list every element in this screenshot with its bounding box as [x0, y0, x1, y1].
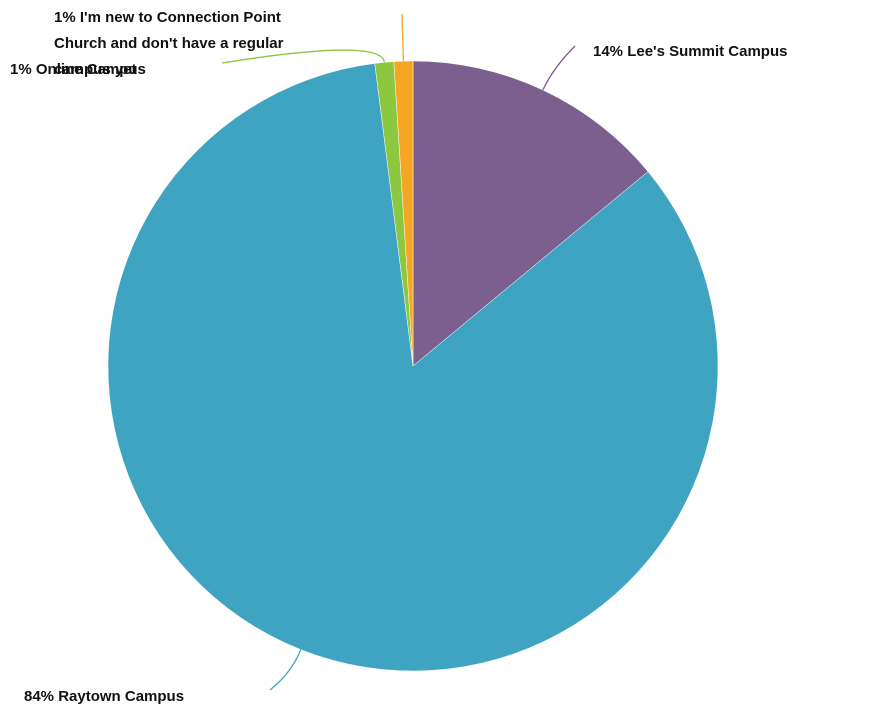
- value-label: 1%: [10, 61, 32, 78]
- pie-slice: [107, 63, 719, 672]
- slice-label: 1% I'm new to Connection Point Church and…: [54, 9, 284, 78]
- slice-label: 14% Lee's Summit Campus: [593, 43, 787, 60]
- pie-slice: [412, 60, 649, 367]
- leader-line: [542, 45, 576, 91]
- value-label: 14%: [593, 43, 623, 60]
- value-label: 84%: [24, 688, 54, 705]
- category-label: I'm new to Connection Point Church and do…: [54, 9, 284, 78]
- category-label: Raytown Campus: [58, 688, 184, 705]
- slice-label: 1% Online Campus: [10, 61, 146, 78]
- leader-line: [221, 49, 385, 64]
- category-label: Online Campus: [36, 61, 146, 78]
- category-label: Lee's Summit Campus: [627, 43, 787, 60]
- slice-label: 84% Raytown Campus: [24, 688, 184, 705]
- leader-line: [401, 13, 405, 62]
- leader-line: [269, 649, 302, 691]
- value-label: 1%: [54, 9, 76, 26]
